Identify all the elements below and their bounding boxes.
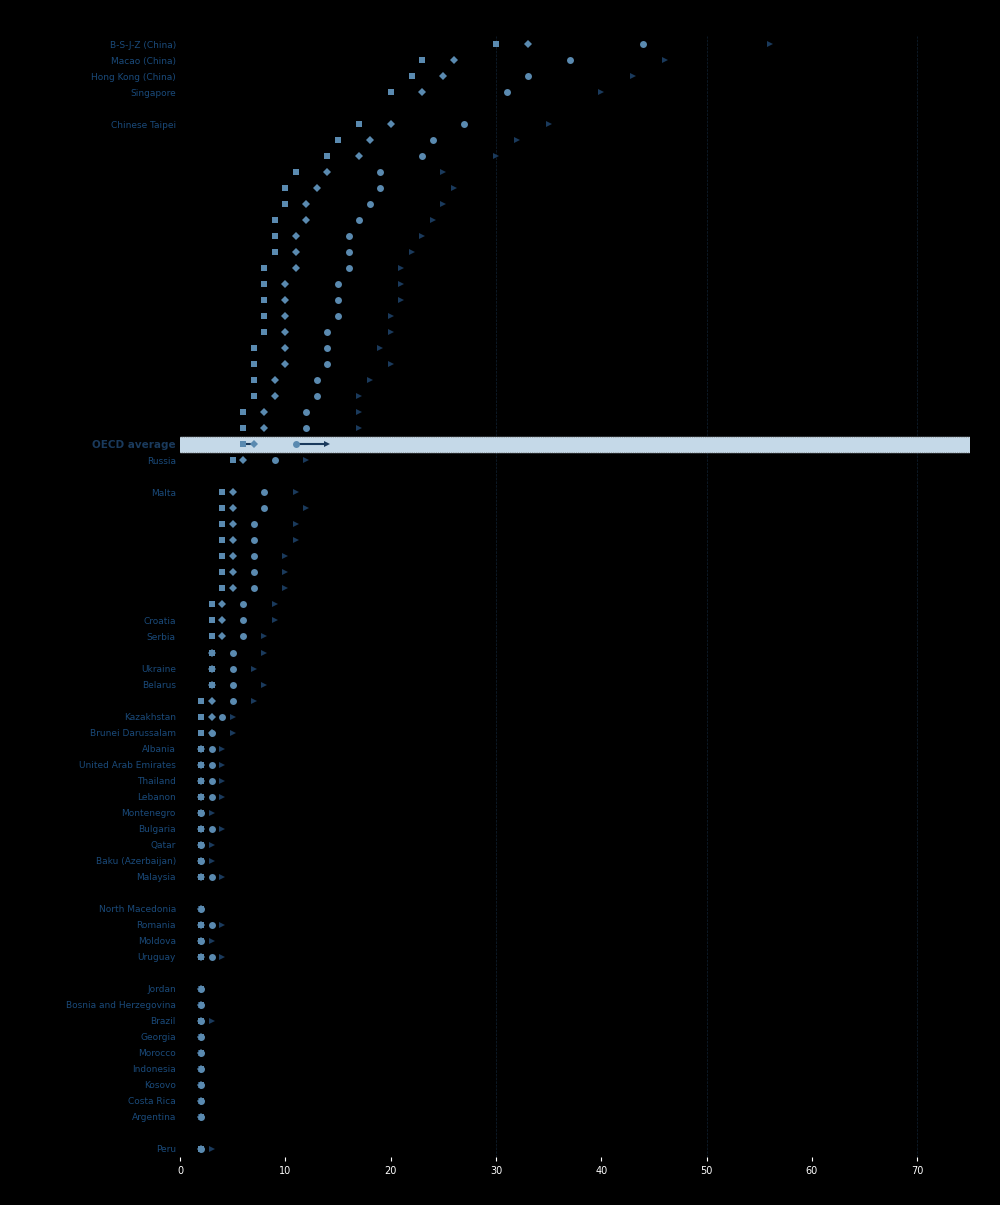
Bar [180,437,970,452]
